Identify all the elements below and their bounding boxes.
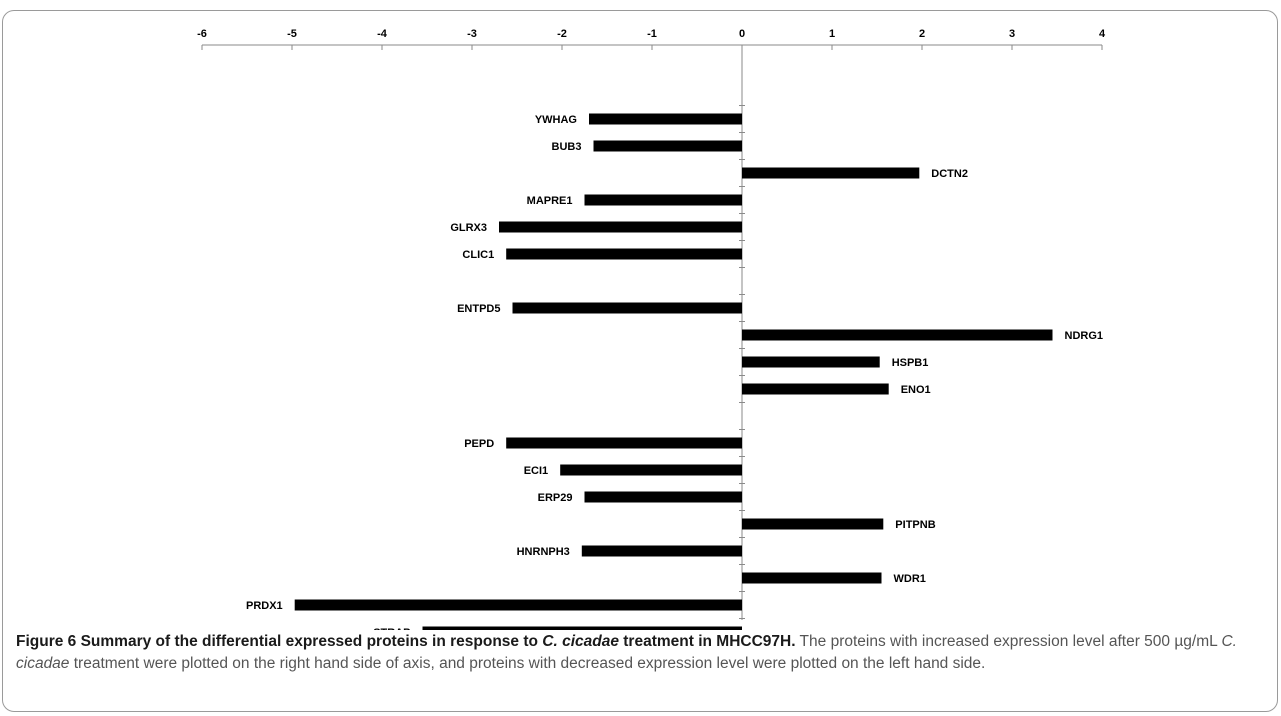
bar: [742, 572, 882, 584]
bar-category-label: PRDX1: [246, 600, 283, 612]
bar: [589, 113, 742, 125]
caption-label: Figure 6 Summary of the differential exp…: [16, 633, 543, 650]
bar: [560, 464, 742, 476]
bar: [506, 248, 742, 260]
bar-category-label: GLRX3: [450, 222, 487, 234]
x-tick-label: 4: [1099, 28, 1106, 40]
bar-category-label: PITPNB: [895, 519, 935, 531]
bar-category-label: BUB3: [552, 141, 582, 153]
bar: [584, 194, 742, 206]
bar: [584, 491, 742, 503]
bar-category-label: CLIC1: [462, 249, 494, 261]
x-tick-label: -4: [377, 28, 388, 40]
caption-title-species: C. cicadae: [542, 633, 619, 650]
bar-category-label: HNRNPH3: [517, 546, 570, 558]
caption-title-rest: treatment in MHCC97H.: [618, 633, 796, 650]
bar: [742, 518, 884, 530]
figure-frame: [2, 10, 1278, 712]
figure-caption: Figure 6 Summary of the differential exp…: [16, 631, 1266, 675]
x-tick-label: -6: [197, 28, 207, 40]
caption-text-species: C. cicadae: [16, 633, 1237, 672]
bar: [499, 221, 742, 233]
caption-text-part1: The proteins with increased expression l…: [795, 633, 1222, 650]
bar-category-label: YWHAG: [535, 114, 577, 126]
x-tick-label: 2: [919, 28, 925, 40]
bar: [506, 437, 742, 449]
bar: [512, 302, 742, 314]
x-tick-label: -1: [647, 28, 657, 40]
x-tick-label: 0: [739, 28, 745, 40]
bar: [742, 167, 920, 179]
bar: [422, 626, 742, 630]
bar-category-label: HSPB1: [892, 357, 929, 369]
bar-category-label: ERP29: [538, 492, 573, 504]
x-tick-label: -2: [557, 28, 567, 40]
caption-text-part2: treatment were plotted on the right hand…: [69, 655, 986, 672]
bar-chart: -6 -5 -4 -3 -2 -1 0 1 2 3 4 YWHAG BUB3 DCTN2 MAPRE1 GLR…: [197, 28, 1106, 630]
bar-category-label: ENO1: [901, 384, 931, 396]
bar-category-label: ENTPD5: [457, 303, 500, 315]
bar: [742, 329, 1053, 341]
x-tick-label: -3: [467, 28, 477, 40]
x-tick-label: 1: [829, 28, 835, 40]
bar: [742, 356, 880, 368]
bar: [742, 383, 889, 395]
bar-category-label: DCTN2: [931, 168, 968, 180]
bar-category-label: WDR1: [894, 573, 926, 585]
bar: [581, 545, 742, 557]
bar: [593, 140, 742, 152]
bar-category-label: NDRG1: [1065, 330, 1104, 342]
bar-category-label: PEPD: [464, 438, 494, 450]
bar-category-label: STRAP: [373, 627, 410, 630]
bar: [294, 599, 742, 611]
bar-category-label: MAPRE1: [527, 195, 573, 207]
x-tick-label: -5: [287, 28, 297, 40]
x-tick-label: 3: [1009, 28, 1015, 40]
bar-category-label: ECI1: [524, 465, 548, 477]
